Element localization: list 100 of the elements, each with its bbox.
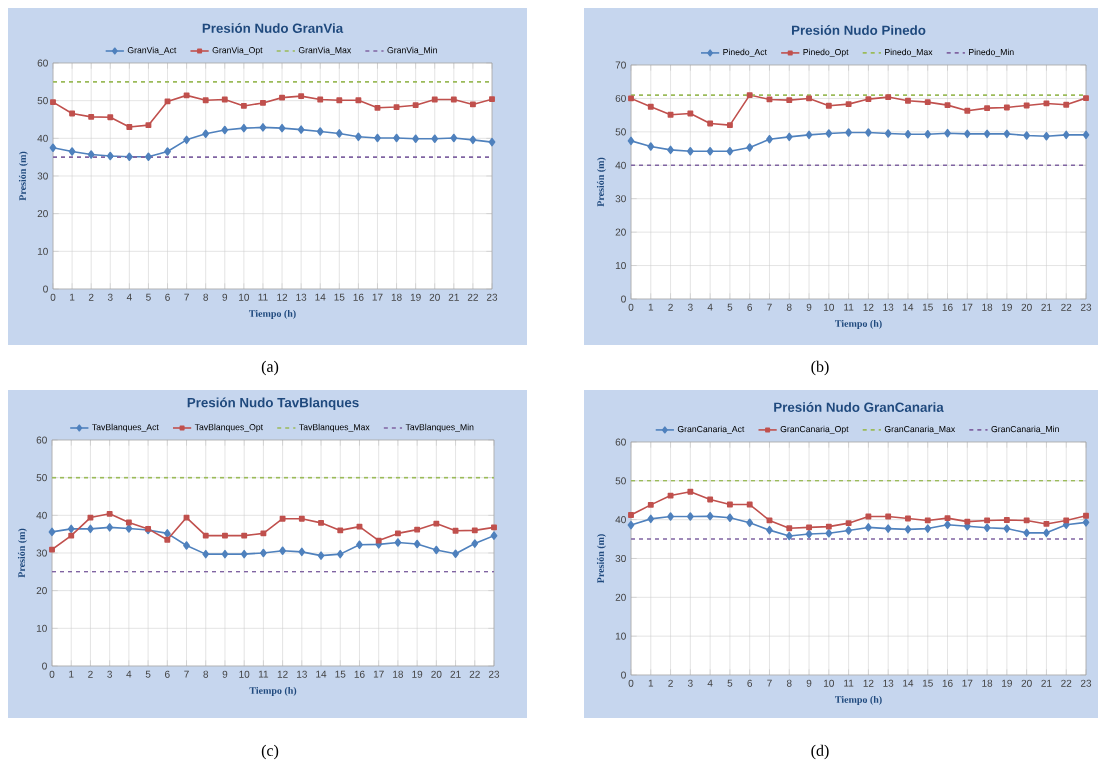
x-tick-label: 4 [707,679,713,687]
point [50,99,56,106]
point [1023,517,1030,524]
point [260,99,266,106]
y-tick-label: 30 [615,195,626,203]
x-tick-label: 11 [844,303,854,311]
y-tick-label: 30 [615,554,626,563]
x-tick-label: 15 [334,293,345,301]
x-tick-label: 12 [863,679,874,687]
point [944,102,951,109]
point [183,514,190,521]
point [394,530,401,537]
x-axis-title: Tiempo (h) [834,695,882,705]
point [845,128,853,137]
point [432,545,440,555]
point [318,519,324,526]
point [885,94,892,101]
x-tick-label: 8 [786,303,792,311]
point [865,513,872,520]
point [107,114,114,121]
point [452,549,459,559]
x-tick-label: 17 [372,293,383,301]
x-tick-label: 13 [883,303,894,311]
y-tick-label: 10 [615,262,626,270]
x-tick-label: 12 [277,670,288,678]
point [316,127,324,136]
y-tick-label: 60 [37,59,48,67]
point [628,512,634,518]
y-tick-label: 60 [615,438,626,446]
point [279,546,287,555]
point [1003,104,1010,111]
point [1023,528,1031,538]
point [647,514,655,524]
x-tick-label: 10 [824,303,834,311]
point [240,549,248,559]
point [647,142,655,151]
x-tick-label: 4 [126,293,132,301]
point [667,145,674,155]
point [202,97,209,104]
y-tick-label: 10 [37,247,48,255]
x-tick-label: 22 [1061,303,1072,311]
x-tick-label: 17 [373,670,384,678]
x-tick-label: 20 [1021,679,1032,687]
point [221,549,229,559]
point [1082,518,1090,527]
point [317,96,324,103]
point [240,123,248,133]
point [431,96,438,103]
point [125,152,133,162]
x-tick-label: 14 [315,293,326,301]
point [413,539,421,549]
point [126,124,133,130]
y-tick-label: 10 [36,624,47,632]
point [163,529,171,538]
x-tick-label: 7 [184,670,189,678]
point [905,515,911,522]
x-tick-label: 11 [258,670,269,678]
point [164,536,171,543]
point [412,102,419,109]
x-tick-label: 22 [1061,679,1072,687]
point [627,136,635,146]
x-tick-label: 23 [1080,679,1092,687]
y-tick-label: 50 [37,97,48,105]
point [746,501,753,508]
x-tick-label: 13 [296,293,307,301]
point [221,125,229,135]
y-axis-title: Presión (m) [17,528,28,578]
chart-title: Presión Nudo GranCanaria [774,402,944,412]
point [924,517,931,524]
chart-title: Presión Nudo TavBlanques [187,397,359,410]
point [452,527,459,534]
point [687,110,694,117]
point [786,97,793,104]
point [786,525,793,532]
x-tick-label: 1 [69,670,74,678]
point [298,547,306,557]
point [884,524,892,533]
point [69,110,76,117]
point [202,129,210,139]
point [627,520,635,530]
x-tick-label: 4 [126,670,132,678]
x-tick-label: 21 [450,670,461,678]
legend-label: GranCanaria_Min [991,425,1059,434]
point [490,531,498,540]
point [164,147,171,156]
point [259,123,267,132]
point [885,513,892,520]
point [707,120,714,127]
x-tick-label: 19 [1002,303,1012,311]
point [924,129,932,139]
point [183,541,190,550]
point [412,134,420,143]
x-tick-label: 21 [1041,303,1052,311]
point [433,520,440,527]
legend-label: Pinedo_Opt [803,48,849,57]
point [766,96,773,103]
x-tick-label: 0 [628,303,634,311]
x-tick-label: 3 [687,679,693,687]
point [845,526,853,535]
point [488,137,496,147]
